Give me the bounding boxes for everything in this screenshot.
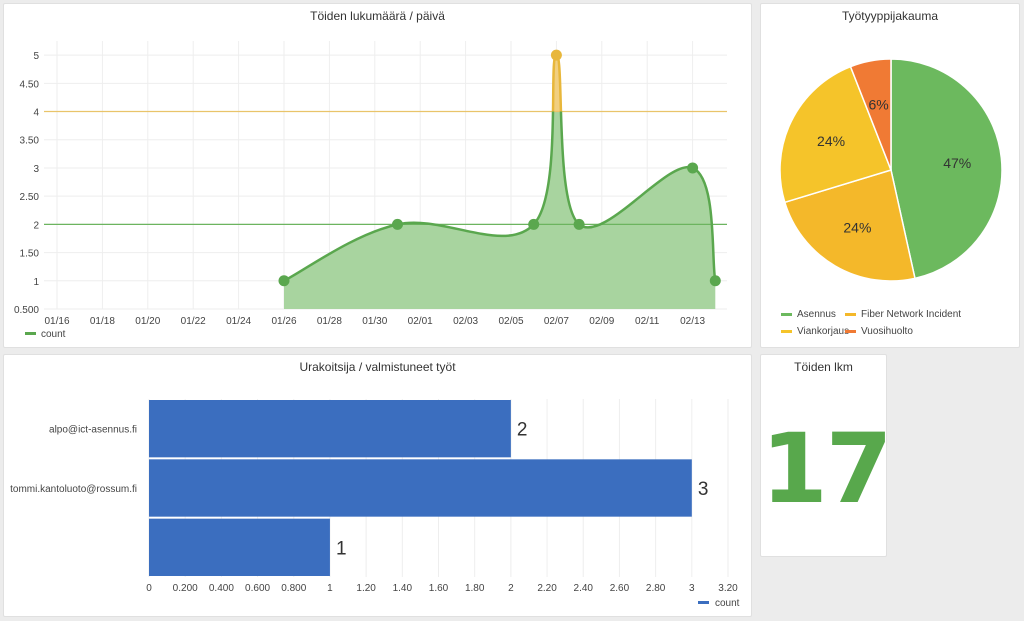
x-tick-label: 02/01	[408, 316, 433, 327]
x-tick-label: 01/16	[44, 316, 69, 327]
x-tick-label: 01/26	[271, 316, 296, 327]
bar-chart: 0 0.200 0.400 0.600 0.800 1 1.20 1.40 1.60 1.80 2 2…	[10, 399, 740, 609]
bar-value-label: 1	[336, 538, 347, 559]
pie-chart-panel: Työtyyppijakauma 47% 24% 24% 6% Asennus Fiber…	[760, 3, 1020, 348]
pie-slice	[783, 169, 916, 282]
x-tick-label: 0.800	[281, 583, 306, 594]
y-tick-label: 3	[33, 164, 39, 175]
pie-chart: 47% 24% 24% 6% Asennus Fiber Network Incident…	[779, 58, 1003, 337]
bar	[149, 518, 330, 576]
bar-chart-panel: Urakoitsija / valmistuneet työt 0 0.200 0.…	[3, 354, 752, 617]
x-tick-label: 02/05	[498, 316, 523, 327]
x-tick-label: 01/20	[135, 316, 160, 327]
x-tick-label: 1.40	[393, 583, 413, 594]
x-tick-label: 2.40	[574, 583, 594, 594]
y-tick-label: 5	[33, 51, 39, 62]
pie-chart-title[interactable]: Työtyyppijakauma	[841, 9, 939, 23]
category-label: tommi.kantoluoto@rossum.fi	[10, 484, 137, 495]
x-tick-label: 01/30	[362, 316, 387, 327]
area-fill	[284, 111, 716, 309]
x-tick-label: 1.60	[429, 583, 449, 594]
y-tick-label: 2.50	[20, 192, 40, 203]
x-tick-label: 1	[327, 583, 333, 594]
x-tick-label: 01/22	[181, 316, 206, 327]
y-tick-label: 0.500	[14, 305, 39, 316]
data-point	[550, 49, 562, 61]
stat-panel: Töiden lkm 17	[760, 354, 893, 557]
x-tick-label: 01/18	[90, 316, 115, 327]
data-point	[278, 275, 290, 287]
legend-swatch	[781, 330, 792, 333]
pie-slice-label: 24%	[843, 220, 871, 236]
legend-swatch	[698, 601, 709, 604]
x-tick-label: 0.600	[245, 583, 270, 594]
x-tick-label: 1.20	[356, 583, 376, 594]
x-tick-label: 2.20	[537, 583, 557, 594]
pie-slice-label: 24%	[817, 133, 845, 149]
y-tick-label: 4.50	[20, 79, 40, 90]
line-chart-title[interactable]: Töiden lukumäärä / päivä	[310, 9, 445, 23]
x-tick-label: 02/09	[589, 316, 614, 327]
y-tick-label: 1.50	[20, 249, 40, 260]
stat-title[interactable]: Töiden lkm	[794, 360, 853, 374]
line-chart: 0.500 1 1.50 2 2.50 3 3.50 4 4.50 5 01/16 01/18 01/2…	[14, 41, 727, 340]
stat-value: 17	[761, 413, 893, 525]
pie-slice-label: 6%	[869, 97, 889, 113]
x-tick-label: 02/03	[453, 316, 478, 327]
legend-swatch	[781, 313, 792, 316]
bar	[149, 400, 511, 458]
y-tick-label: 4	[33, 108, 39, 119]
y-tick-label: 2	[33, 220, 39, 231]
bar-value-label: 2	[517, 420, 528, 441]
legend-swatch	[25, 332, 36, 335]
bar-chart-title[interactable]: Urakoitsija / valmistuneet työt	[299, 360, 456, 374]
data-point	[528, 218, 540, 230]
x-tick-label: 01/24	[226, 316, 251, 327]
legend-swatch	[845, 313, 856, 316]
legend-swatch	[845, 330, 856, 333]
x-tick-label: 02/07	[544, 316, 569, 327]
pie-slice	[890, 58, 1003, 280]
line-chart-panel: Töiden lukumäärä / päivä 0.500 1 1.50 2 2.50…	[3, 3, 752, 348]
pie-slice	[849, 58, 892, 171]
data-point	[709, 275, 721, 287]
x-tick-label: 0.200	[173, 583, 198, 594]
x-tick-label: 01/28	[317, 316, 342, 327]
bar	[149, 459, 692, 517]
y-tick-label: 1	[33, 277, 39, 288]
data-point	[687, 162, 699, 174]
x-tick-label: 3.20	[718, 583, 738, 594]
x-tick-label: 02/13	[680, 316, 705, 327]
pie-slice-label: 47%	[943, 155, 971, 171]
x-tick-label: 2.60	[610, 583, 630, 594]
data-point	[573, 218, 585, 230]
x-tick-label: 02/11	[635, 316, 660, 327]
y-tick-label: 3.50	[20, 136, 40, 147]
x-tick-label: 0.400	[209, 583, 234, 594]
legend-label: count	[41, 329, 66, 340]
x-tick-label: 2	[508, 583, 514, 594]
legend-label: Vuosihuolto	[861, 326, 913, 337]
legend-label: Asennus	[797, 309, 836, 320]
category-label: alpo@ict-asennus.fi	[49, 425, 137, 436]
legend-label: Fiber Network Incident	[861, 309, 961, 320]
x-tick-label: 2.80	[646, 583, 666, 594]
x-tick-label: 3	[689, 583, 695, 594]
legend-label: count	[715, 598, 740, 609]
bar-value-label: 3	[698, 479, 709, 500]
legend-label: Viankorjaus	[797, 326, 849, 337]
x-tick-label: 0	[146, 583, 152, 594]
data-point	[392, 218, 403, 230]
x-tick-label: 1.80	[465, 583, 485, 594]
